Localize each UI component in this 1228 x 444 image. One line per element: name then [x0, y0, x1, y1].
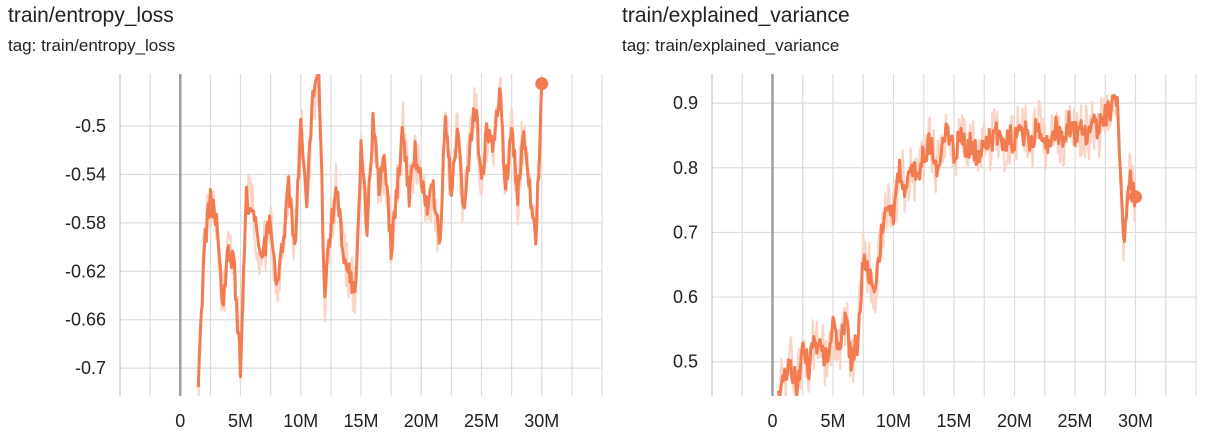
y-tick-label: 0.5 — [673, 352, 698, 372]
x-tick-label: 10M — [283, 411, 318, 431]
y-tick-label: -0.7 — [75, 358, 106, 378]
last-value-marker[interactable] — [1129, 190, 1142, 204]
y-tick-label: -0.62 — [65, 261, 106, 281]
chart-subtitle: tag: train/explained_variance — [622, 36, 840, 55]
x-tick-label: 0 — [767, 411, 777, 431]
x-tick-label: 30M — [1118, 411, 1153, 431]
chart-panel-explained-variance: 0 5M 10M 15M 20M 25M 30M 0.9 0.8 0.7 0.6 0.5 train/… — [614, 0, 1228, 444]
chart-title: train/entropy_loss — [8, 4, 174, 27]
x-tick-label: 25M — [1057, 411, 1092, 431]
x-tick-label: 25M — [464, 411, 499, 431]
x-tick-label: 5M — [820, 411, 845, 431]
entropy-loss-plot: 0 5M 10M 15M 20M 25M 30M -0.5 -0.54 -0.58 -0.62 -0.… — [65, 74, 603, 431]
last-value-marker[interactable] — [535, 77, 549, 91]
chart-subtitle: tag: train/entropy_loss — [8, 36, 176, 55]
x-tick-label: 20M — [404, 411, 439, 431]
y-tick-label: 0.7 — [673, 222, 698, 242]
x-tick-label: 15M — [343, 411, 378, 431]
smoothed-series-line — [777, 93, 1137, 396]
x-tick-label: 5M — [228, 411, 253, 431]
y-tick-label: -0.66 — [65, 310, 106, 330]
chart-panel-entropy-loss: 0 5M 10M 15M 20M 25M 30M -0.5 -0.54 -0.58 -0.62 -0.… — [8, 4, 603, 431]
smoothed-series-line — [196, 74, 544, 387]
x-tick-label: 0 — [175, 411, 185, 431]
chart-title: train/explained_variance — [622, 4, 850, 27]
y-tick-label: 0.8 — [673, 158, 698, 178]
x-tick-label: 20M — [997, 411, 1032, 431]
x-tick-label: 30M — [524, 411, 559, 431]
y-tick-label: -0.5 — [75, 116, 106, 136]
y-tick-label: -0.58 — [65, 213, 106, 233]
y-tick-label: 0.6 — [673, 287, 698, 307]
y-tick-label: -0.54 — [65, 164, 106, 184]
x-tick-label: 10M — [876, 411, 911, 431]
explained-variance-plot: 0 5M 10M 15M 20M 25M 30M 0.9 0.8 0.7 0.6 0.5 — [673, 74, 1197, 431]
y-tick-label: 0.9 — [673, 93, 698, 113]
x-tick-label: 15M — [936, 411, 971, 431]
